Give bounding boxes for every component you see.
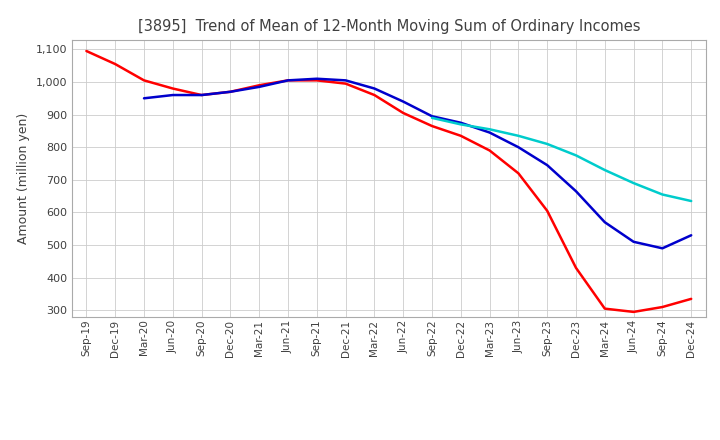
3 Years: [197, 92, 206, 98]
7 Years: [428, 115, 436, 121]
5 Years: [284, 78, 292, 83]
5 Years: [226, 89, 235, 95]
7 Years: [687, 198, 696, 204]
3 Years: [370, 92, 379, 98]
5 Years: [312, 76, 321, 81]
5 Years: [341, 78, 350, 83]
7 Years: [543, 141, 552, 147]
3 Years: [629, 309, 638, 315]
5 Years: [543, 162, 552, 168]
5 Years: [629, 239, 638, 245]
5 Years: [687, 233, 696, 238]
3 Years: [82, 48, 91, 54]
3 Years: [428, 123, 436, 128]
3 Years: [226, 89, 235, 95]
Line: 7 Years: 7 Years: [432, 118, 691, 201]
3 Years: [284, 78, 292, 83]
3 Years: [341, 81, 350, 86]
5 Years: [168, 92, 177, 98]
7 Years: [600, 167, 609, 172]
Y-axis label: Amount (million yen): Amount (million yen): [17, 113, 30, 244]
5 Years: [514, 145, 523, 150]
7 Years: [658, 192, 667, 197]
3 Years: [168, 86, 177, 91]
3 Years: [514, 171, 523, 176]
3 Years: [485, 148, 494, 153]
5 Years: [658, 246, 667, 251]
3 Years: [572, 265, 580, 271]
5 Years: [399, 99, 408, 104]
3 Years: [111, 62, 120, 67]
5 Years: [572, 189, 580, 194]
3 Years: [658, 304, 667, 310]
5 Years: [428, 114, 436, 119]
Line: 5 Years: 5 Years: [144, 79, 691, 248]
5 Years: [370, 86, 379, 91]
5 Years: [600, 220, 609, 225]
7 Years: [572, 153, 580, 158]
3 Years: [399, 110, 408, 116]
3 Years: [456, 133, 465, 139]
5 Years: [456, 120, 465, 125]
Title: [3895]  Trend of Mean of 12-Month Moving Sum of Ordinary Incomes: [3895] Trend of Mean of 12-Month Moving …: [138, 19, 640, 34]
3 Years: [140, 78, 148, 83]
Line: 3 Years: 3 Years: [86, 51, 691, 312]
3 Years: [255, 83, 264, 88]
5 Years: [140, 95, 148, 101]
5 Years: [255, 84, 264, 89]
5 Years: [197, 92, 206, 98]
3 Years: [312, 78, 321, 83]
3 Years: [600, 306, 609, 311]
7 Years: [485, 127, 494, 132]
3 Years: [543, 208, 552, 213]
7 Years: [514, 133, 523, 139]
7 Years: [456, 122, 465, 127]
5 Years: [485, 130, 494, 135]
7 Years: [629, 180, 638, 186]
3 Years: [687, 296, 696, 301]
